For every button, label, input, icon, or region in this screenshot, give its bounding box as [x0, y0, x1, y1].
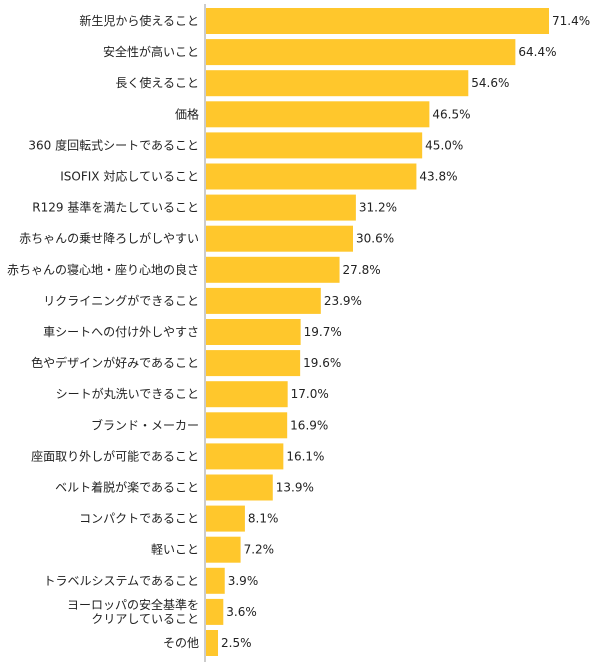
category-label-2: 長く使えること: [115, 75, 199, 90]
bar-6: [206, 194, 356, 221]
value-label-2: 54.6%: [471, 76, 509, 90]
category-label-5: ISOFIX 対応していること: [60, 170, 199, 184]
value-labels-group: 71.4% 64.4% 54.6% 46.5% 45.0% 43.8% 31.2% 30.6%…: [221, 14, 590, 650]
category-label-6: R129 基準を満たしていること: [32, 200, 199, 215]
bar-7: [206, 225, 353, 252]
value-label-12: 17.0%: [291, 387, 329, 401]
category-label-14: 座面取り外しが可能であること: [31, 448, 199, 463]
bar-18: [206, 567, 225, 594]
bar-16: [206, 505, 245, 532]
category-label-15: ベルト着脱が楽であること: [55, 480, 199, 495]
bar-5: [206, 163, 417, 190]
category-label-13: ブランド・メーカー: [91, 417, 199, 432]
value-label-16: 8.1%: [248, 512, 278, 526]
bar-15: [206, 474, 273, 501]
category-label-9: リクライニングができること: [43, 293, 199, 308]
value-label-0: 71.4%: [552, 14, 590, 28]
value-label-10: 19.7%: [304, 325, 342, 339]
category-label-16: コンパクトであること: [79, 512, 199, 526]
category-label-19-line-1: クリアしていること: [91, 612, 199, 626]
bar-10: [206, 319, 301, 345]
bar-4: [206, 132, 423, 159]
category-label-18: トラベルシステムであること: [43, 574, 199, 588]
bar-12: [206, 381, 288, 408]
category-label-1: 安全性が高いこと: [103, 44, 199, 59]
category-label-4: 360 度回転式シートであること: [28, 137, 199, 152]
bar-20: [206, 630, 219, 656]
value-label-7: 30.6%: [356, 232, 394, 246]
bar-14: [206, 443, 284, 470]
bar-3: [206, 101, 430, 128]
value-label-8: 27.8%: [343, 263, 381, 277]
category-label-20: その他: [163, 636, 199, 650]
bar-13: [206, 412, 288, 439]
category-label-0: 新生児から使えること: [79, 13, 199, 28]
value-label-19: 3.6%: [226, 605, 257, 619]
bar-9: [206, 287, 321, 314]
bars-group: [206, 8, 549, 656]
category-label-10: 車シートへの付け外しやすさ: [43, 325, 199, 339]
value-label-11: 19.6%: [303, 356, 341, 370]
category-label-3: 価格: [175, 106, 199, 121]
value-label-17: 7.2%: [244, 543, 275, 557]
bar-2: [206, 70, 469, 97]
value-label-4: 45.0%: [425, 138, 463, 152]
value-label-9: 23.9%: [324, 294, 362, 308]
value-label-6: 31.2%: [359, 201, 397, 215]
category-label-17: 軽いこと: [151, 543, 199, 557]
value-label-20: 2.5%: [221, 636, 252, 650]
bar-0: [206, 8, 549, 34]
value-label-18: 3.9%: [228, 574, 259, 588]
category-label-19-line-0: ヨーロッパの安全基準を: [67, 597, 199, 612]
bar-11: [206, 350, 301, 377]
bar-19: [206, 598, 224, 625]
category-label-8: 赤ちゃんの寝心地・座り心地の良さ: [7, 262, 199, 277]
value-label-14: 16.1%: [286, 449, 324, 463]
value-label-13: 16.9%: [290, 418, 328, 432]
category-label-7: 赤ちゃんの乗せ降ろしがしやすい: [19, 231, 199, 246]
value-label-15: 13.9%: [276, 481, 314, 495]
category-label-11: 色やデザインが好みであること: [31, 355, 199, 370]
bar-1: [206, 39, 516, 66]
bar-17: [206, 536, 241, 563]
value-label-3: 46.5%: [432, 107, 470, 121]
category-label-12: シートが丸洗いできること: [56, 386, 199, 401]
value-label-1: 64.4%: [518, 45, 556, 59]
bar-8: [206, 256, 340, 283]
value-label-5: 43.8%: [419, 170, 457, 184]
